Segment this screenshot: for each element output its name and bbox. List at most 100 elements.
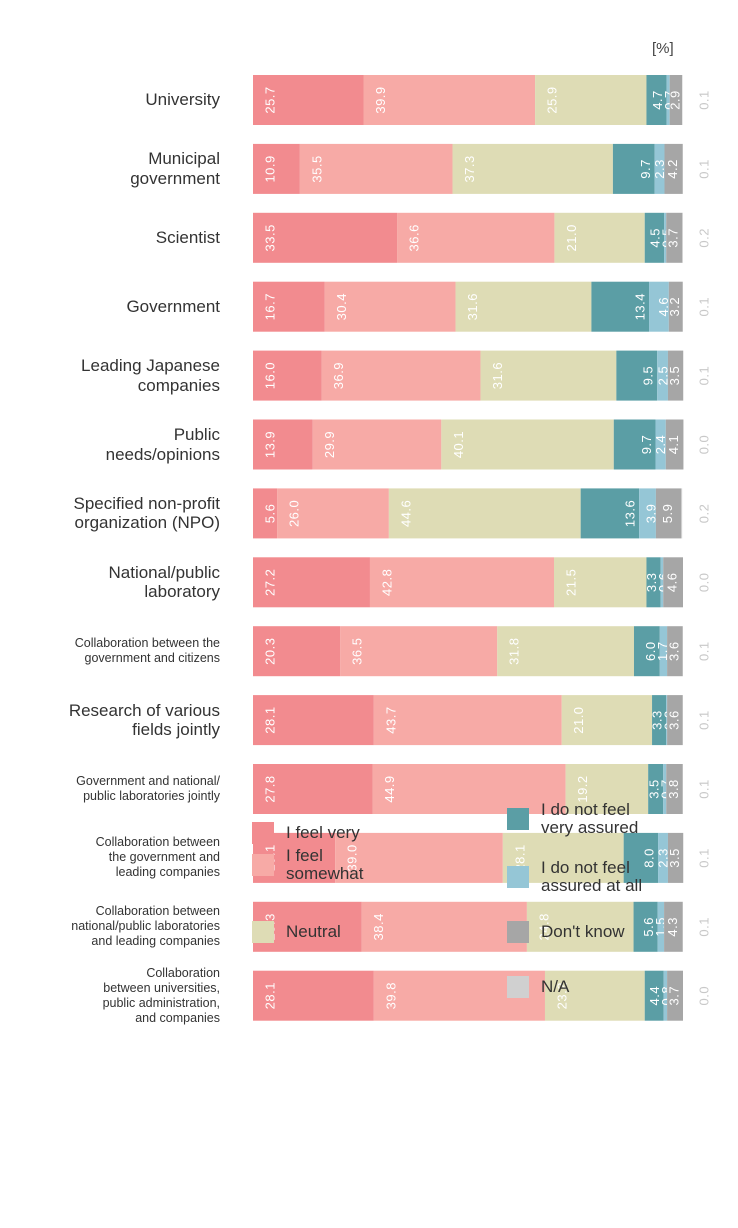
value-label: 4.6 [656, 297, 671, 317]
value-label: 39.9 [373, 86, 388, 113]
bar-segment [253, 488, 278, 539]
value-label: 0.1 [696, 779, 711, 799]
value-label: 5.6 [262, 504, 277, 524]
bar-segment [669, 75, 683, 125]
bar-segment [658, 832, 668, 883]
value-label: 3.3 [644, 573, 659, 593]
value-label: 2.9 [667, 90, 682, 110]
bar-segment [667, 350, 683, 401]
value-label: 13.9 [262, 431, 277, 458]
value-label: 35.5 [309, 155, 324, 182]
value-label: 25.9 [545, 86, 560, 113]
value-label: 20.3 [262, 638, 277, 665]
category-label: Collaboration between the government and… [95, 835, 220, 880]
value-label: 10.9 [262, 155, 277, 182]
legend-item: Neutral [252, 909, 411, 955]
bar-segment [340, 626, 498, 677]
legend-label: Don't know [541, 922, 625, 942]
bar-segment [321, 350, 481, 401]
bar-segment [554, 557, 647, 608]
value-label: 2.3 [652, 159, 667, 179]
category-label: Leading Japanese companies [81, 356, 220, 395]
legend-item: N/A [507, 964, 666, 1010]
value-label: 0.2 [696, 228, 711, 248]
bar-segment [335, 832, 503, 883]
category-label: Government [126, 296, 220, 316]
value-label: 9.5 [641, 366, 656, 386]
bar-segment [253, 970, 374, 1021]
value-label: 16.7 [262, 293, 277, 320]
bar-segment [682, 212, 683, 263]
bar-segment [633, 626, 660, 677]
legend-swatch [252, 854, 274, 876]
value-label: 0.1 [696, 159, 711, 179]
value-label: 6.0 [643, 641, 658, 661]
bar-segment [480, 350, 617, 401]
bar-segment [363, 75, 536, 125]
value-label: 31.8 [507, 638, 522, 665]
bar-segment [591, 281, 650, 332]
bar-segment [659, 626, 668, 677]
category-label: Scientist [155, 228, 220, 248]
value-label: 3.9 [643, 504, 658, 524]
bar-segment [664, 212, 667, 263]
legend-item: Don't know [507, 909, 666, 955]
bar-segment [253, 695, 374, 746]
value-label: 26.0 [287, 500, 302, 527]
bar-segment [666, 75, 670, 125]
value-label: 0.0 [696, 435, 711, 455]
value-label: 3.5 [647, 779, 662, 799]
bar-segment [639, 488, 656, 539]
category-label: Collaboration between universities, publ… [102, 965, 220, 1025]
value-label: 2.4 [653, 435, 668, 455]
bar-segment [369, 557, 554, 608]
bar-segment [644, 970, 664, 1021]
bar-segment [253, 143, 300, 194]
bar-segment [452, 143, 613, 194]
legend-label: I do not feel very assured [541, 800, 639, 837]
value-label: 38.4 [371, 913, 386, 940]
value-label: 3.5 [667, 848, 682, 868]
bar-segment [648, 764, 664, 814]
bar-segment [654, 143, 665, 194]
value-label: 4.6 [665, 573, 680, 593]
value-label: 3.8 [666, 779, 681, 799]
value-label: 21.5 [563, 569, 578, 596]
value-label: 44.9 [382, 775, 397, 802]
category-label: Collaboration between national/public la… [71, 904, 220, 949]
value-label: 28.1 [262, 706, 277, 733]
bar-segment [373, 695, 562, 746]
value-label: 4.5 [648, 228, 663, 248]
value-label: 0.1 [696, 917, 711, 937]
bar-segment [616, 350, 658, 401]
value-label: 30.4 [334, 293, 349, 320]
value-label: 39.0 [345, 844, 360, 871]
bar-segment [667, 832, 683, 883]
value-label: 44.6 [398, 500, 413, 527]
legend-swatch [507, 866, 529, 888]
bar-segment [253, 350, 322, 401]
value-label: 25.7 [262, 86, 277, 113]
bar-segment [361, 901, 527, 952]
bar-segment [324, 281, 456, 332]
bar-segment [652, 695, 667, 746]
value-label: 0.1 [696, 366, 711, 386]
value-label: 1.7 [655, 641, 670, 661]
bar-segment [441, 419, 614, 470]
value-label: 4.3 [665, 917, 680, 937]
bar-segment [666, 764, 683, 814]
bar-segment [660, 557, 664, 608]
value-label: 5.9 [660, 504, 675, 524]
bar-segment [665, 419, 684, 470]
value-label: 24.8 [536, 913, 551, 940]
bar-segment [388, 488, 581, 539]
bar-segment [312, 419, 442, 470]
bar-segment [554, 212, 645, 263]
bar-segment [633, 901, 658, 952]
value-label: 4.1 [666, 435, 681, 455]
bar-segment [681, 488, 683, 539]
value-label: 42.8 [379, 569, 394, 596]
value-label: 0.1 [696, 90, 711, 110]
legend-label: N/A [541, 977, 570, 997]
